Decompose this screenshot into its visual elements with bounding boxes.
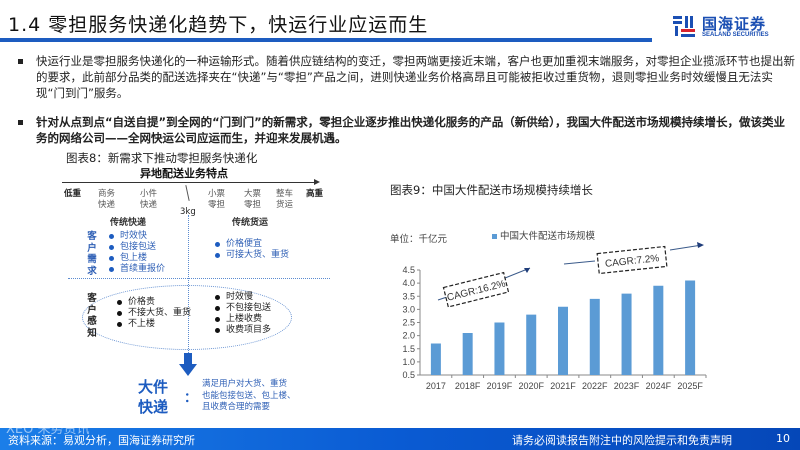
list-item: 价格便宜	[214, 239, 289, 250]
svg-text:2022F: 2022F	[582, 381, 608, 391]
diagram-horizontal-divider	[68, 278, 330, 279]
svg-text:2021F: 2021F	[550, 381, 576, 391]
list-item: 不接大货、重货	[116, 308, 191, 319]
square-bullet-icon	[18, 120, 23, 125]
perception-right-list: 时效慢 不包接包送 上楼收费 收费项目多	[214, 292, 271, 336]
figure9-bar-chart: 单位：千亿元 中国大件配送市场规模 0.5 1.0 1.5 2.0 2.5 3.0 3.5 4…	[380, 220, 710, 420]
threshold-label: 3kg	[180, 207, 196, 217]
svg-text:0.5: 0.5	[402, 370, 415, 380]
axis-item-ftl: 整车 货运	[276, 189, 294, 210]
list-item: 不上楼	[116, 319, 191, 330]
company-logo: 国海证券 SEALAND SECURITIES	[672, 12, 796, 42]
bullet-item: 快运行业是零担服务快递化的一种运输形式。随着供应链结构的变迁，零担两端更接近末端…	[16, 53, 796, 101]
result-description: 满足用户对大货、重货 也能包接包送、包上楼、 且收费合理的需要	[202, 379, 296, 412]
watermark: XEO 未势资讯	[6, 422, 90, 437]
result-title: 大件 快递	[138, 378, 169, 416]
list-item: 时效慢	[214, 292, 271, 303]
axis-item-business-express: 商务 快递	[98, 189, 116, 210]
demand-left-list: 时效快 包接包送 包上楼 首续重报价	[108, 231, 165, 275]
list-item: 首续重报价	[108, 264, 165, 275]
figure8-title: 图表8：新需求下推动零担服务快递化	[66, 151, 258, 165]
demand-right-list: 价格便宜 可接大货、重货	[214, 239, 289, 261]
page-title: 1.4 零担服务快递化趋势下，快运行业应运而生	[8, 14, 429, 36]
svg-text:2023F: 2023F	[614, 381, 640, 391]
svg-text:1.5: 1.5	[402, 344, 415, 354]
logo-chinese-name: 国海证券	[702, 15, 767, 33]
svg-text:2025F: 2025F	[677, 381, 703, 391]
page-number: 10	[776, 432, 790, 445]
perception-label: 客户感知	[87, 293, 97, 339]
svg-text:2017: 2017	[426, 381, 446, 391]
square-bullet-icon	[18, 59, 23, 64]
legend-swatch-icon	[492, 234, 497, 239]
sealand-logo-icon	[673, 16, 695, 37]
footer-bar: 资料来源：易观分析，国海证券研究所 请务必阅读报告附注中的风险提示和免责声明 1…	[0, 428, 800, 450]
axis-item-large-ltl: 大票 零担	[244, 189, 262, 210]
axis-item-small-parcel: 小件 快递	[140, 189, 158, 210]
svg-text:4.5: 4.5	[402, 265, 415, 275]
category-traditional-express: 传统快递	[110, 218, 147, 228]
logo-english-name: SEALAND SECURITIES	[702, 32, 769, 38]
axis-right-label: 高重	[306, 189, 324, 199]
weight-axis-line	[62, 182, 317, 183]
bullet-text: 针对从点到点“自送自提”到全网的“门到门”的新需求，零担企业逐步推出快递化服务的…	[36, 115, 785, 145]
svg-text:2018F: 2018F	[455, 381, 481, 391]
axis-arrow-icon	[314, 179, 320, 185]
perception-left-list: 价格贵 不接大货、重货 不上楼	[116, 297, 191, 330]
list-item: 包接包送	[108, 242, 165, 253]
axis-left-label: 低重	[64, 189, 82, 199]
category-traditional-freight: 传统货运	[232, 218, 269, 228]
disclaimer-text: 请务必阅读报告附注中的风险提示和免责声明	[512, 434, 732, 447]
down-arrow-icon	[184, 353, 192, 365]
list-item: 可接大货、重货	[214, 250, 289, 261]
svg-text:2019F: 2019F	[487, 381, 513, 391]
demand-label: 客户需求	[87, 231, 97, 277]
bullet-list: 快运行业是零担服务快递化的一种运输形式。随着供应链结构的变迁，零担两端更接近末端…	[16, 53, 796, 146]
bullet-text: 快运行业是零担服务快递化的一种运输形式。随着供应链结构的变迁，零担两端更接近末端…	[36, 54, 795, 100]
threshold-tick	[185, 185, 190, 201]
chart-plot-area: 0.5 1.0 1.5 2.0 2.5 3.0 3.5 4.0 4.5 2017 2018F 2019…	[402, 242, 707, 391]
title-divider	[0, 38, 652, 42]
list-item: 时效快	[108, 231, 165, 242]
figure9-title: 图表9：中国大件配送市场规模持续增长	[390, 183, 593, 197]
bullet-item: 针对从点到点“自送自提”到全网的“门到门”的新需求，零担企业逐步推出快递化服务的…	[16, 114, 796, 146]
diagram-heading: 异地配送业务特点	[140, 167, 228, 180]
list-item: 不包接包送	[214, 303, 271, 314]
list-item: 上楼收费	[214, 314, 271, 325]
axis-item-small-ltl: 小票 零担	[208, 189, 226, 210]
chart-unit-label: 单位：千亿元	[390, 234, 448, 245]
svg-text:2.0: 2.0	[402, 331, 415, 341]
svg-text:3.0: 3.0	[402, 304, 415, 314]
svg-text:2020F: 2020F	[518, 381, 544, 391]
list-item: 包上楼	[108, 253, 165, 264]
source-note: 资料来源：易观分析，国海证券研究所	[8, 434, 195, 447]
down-arrow-head-icon	[179, 364, 197, 376]
result-colon: ：	[184, 391, 198, 406]
list-item: 价格贵	[116, 297, 191, 308]
list-item: 收费项目多	[214, 325, 271, 336]
svg-text:3.5: 3.5	[402, 291, 415, 301]
svg-text:2024F: 2024F	[646, 381, 672, 391]
legend-label: 中国大件配送市场规模	[500, 231, 596, 242]
svg-text:1.0: 1.0	[402, 357, 415, 367]
perception-ellipse	[82, 285, 292, 350]
chart-legend: 中国大件配送市场规模	[492, 228, 595, 242]
svg-text:4.0: 4.0	[402, 278, 415, 288]
svg-text:2.5: 2.5	[402, 318, 415, 328]
figure8-diagram: 异地配送业务特点 低重 商务 快递 小件 快递 3kg 小票 零担 大票 零担 …	[60, 165, 340, 425]
